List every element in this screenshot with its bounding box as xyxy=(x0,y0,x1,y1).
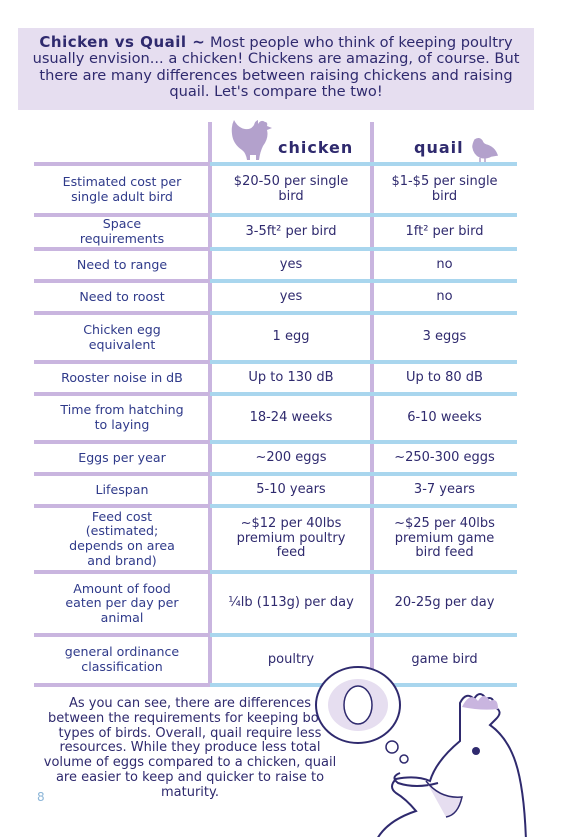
chicken-value: 3-5ft² per bird xyxy=(245,223,337,239)
quail-value: 3 eggs xyxy=(422,329,467,345)
chicken-value: yes xyxy=(279,256,303,272)
column-divider xyxy=(370,122,374,685)
row-divider xyxy=(34,311,517,315)
row-divider xyxy=(34,472,517,476)
quail-value: ~250-300 eggs xyxy=(394,449,495,465)
row-divider xyxy=(34,279,517,283)
intro-lead: Chicken vs Quail ~ xyxy=(39,33,206,51)
chicken-value: $20-50 per single bird xyxy=(233,174,349,204)
row-divider xyxy=(34,360,517,364)
intro-text: Most people who think of keeping poultry… xyxy=(32,34,520,101)
quail-value: ~$25 per 40lbs premium game bird feed xyxy=(394,516,495,561)
chicken-column-header: chicken xyxy=(278,138,354,157)
quail-value: no xyxy=(436,256,453,272)
row-label: Need to roost xyxy=(79,288,165,304)
row-label: Need to range xyxy=(76,256,168,272)
page-number: 8 xyxy=(37,790,45,804)
chicken-value: ~200 eggs xyxy=(255,449,327,465)
quail-silhouette-icon xyxy=(472,137,498,162)
quail-value: 1ft² per bird xyxy=(405,223,484,239)
chicken-value: ~$12 per 40lbs premium poultry feed xyxy=(236,516,346,561)
row-divider xyxy=(34,247,517,251)
row-label: Time from hatching to laying xyxy=(60,402,184,432)
row-label: Chicken egg equivalent xyxy=(83,321,161,352)
chicken-value: 1 egg xyxy=(272,329,310,345)
chicken-silhouette-icon xyxy=(231,120,272,160)
row-label: Eggs per year xyxy=(78,449,166,465)
quail-value: 3-7 years xyxy=(413,481,476,497)
row-divider xyxy=(34,162,517,166)
chicken-value: 5-10 years xyxy=(256,481,326,497)
row-divider xyxy=(34,683,517,687)
row-label: Feed cost (estimated; depends on area an… xyxy=(69,508,175,568)
intro-box: Chicken vs Quail ~ Most people who think… xyxy=(18,28,534,110)
quail-value: game bird xyxy=(411,651,478,667)
chicken-value: Up to 130 dB xyxy=(248,369,334,385)
row-divider xyxy=(34,213,517,217)
row-label: Amount of food eaten per day per animal xyxy=(65,580,179,625)
row-label: Estimated cost per single adult bird xyxy=(62,173,182,204)
row-divider xyxy=(34,633,517,637)
row-divider xyxy=(34,440,517,444)
quail-column-header: quail xyxy=(414,138,464,157)
outro-paragraph: As you can see, there are differences be… xyxy=(43,696,337,800)
row-label: Lifespan xyxy=(95,481,149,497)
column-divider xyxy=(208,122,212,685)
quail-value: no xyxy=(436,288,453,304)
chicken-value: ¼lb (113g) per day xyxy=(228,595,354,611)
quail-value: Up to 80 dB xyxy=(406,369,483,385)
chicken-illustration xyxy=(315,666,527,837)
quail-value: 6-10 weeks xyxy=(407,409,482,425)
chicken-value: 18-24 weeks xyxy=(249,409,333,425)
row-divider xyxy=(34,392,517,396)
chicken-value: yes xyxy=(279,288,303,304)
chicken-value: poultry xyxy=(267,651,315,667)
row-divider xyxy=(34,570,517,574)
row-label: Rooster noise in dB xyxy=(61,369,183,385)
quail-value: $1-$5 per single bird xyxy=(391,174,498,204)
row-label: general ordinance classification xyxy=(64,644,180,674)
row-divider xyxy=(34,504,517,508)
row-label: Space requirements xyxy=(79,216,165,246)
quail-value: 20-25g per day xyxy=(394,595,495,611)
